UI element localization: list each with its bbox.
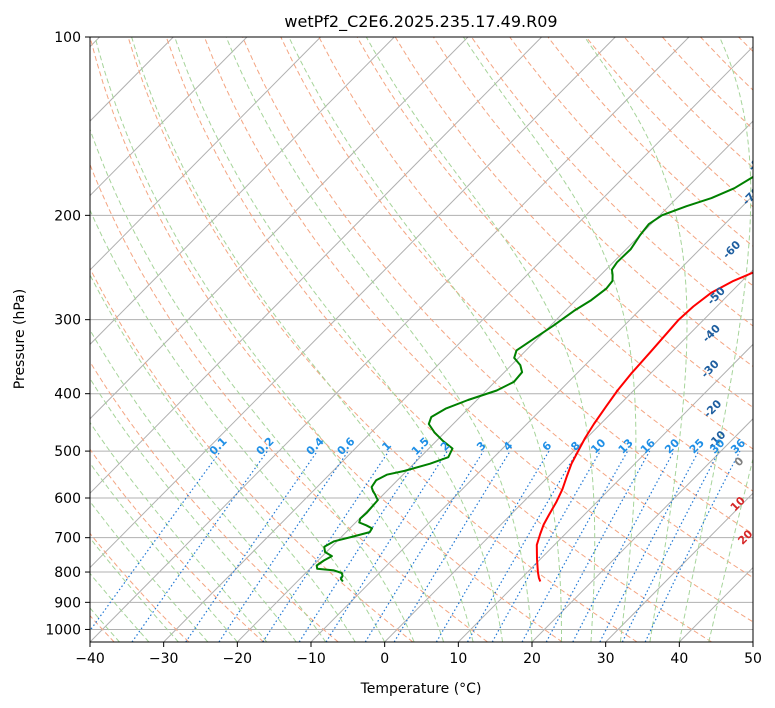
dry-adiabat-line (127, 37, 638, 642)
moist-adiabat-line (174, 37, 503, 642)
mixing-ratio-line (131, 450, 268, 642)
dry-adiabat-line (165, 37, 712, 642)
isotherm-line (457, 343, 753, 642)
moist-adiabat-line (90, 127, 415, 642)
moist-adiabat-line (90, 329, 327, 642)
isotherm-line (90, 37, 395, 346)
y-tick-label: 800 (54, 565, 81, 581)
chart-title: wetPf2_C2E6.2025.235.17.49.R09 (284, 12, 557, 32)
isotherm-grid (90, 37, 753, 642)
x-tick-label: −30 (149, 651, 179, 667)
dry-adiabats (90, 37, 753, 642)
isotherm-line (384, 269, 753, 642)
mixing-ratio-line (218, 450, 349, 642)
mixing-ratio-line (393, 450, 511, 642)
moist-adiabat-line (365, 37, 596, 642)
moist-adiabat-line (288, 37, 562, 642)
y-tick-label: 300 (54, 313, 81, 329)
dry-adiabat-line (318, 37, 753, 492)
x-axis-title: Temperature (°C) (360, 681, 482, 697)
y-tick-label: 700 (54, 531, 81, 547)
moist-adiabat-line (678, 37, 752, 642)
dry-adiabat-line (471, 37, 753, 327)
mixing-ratio-line (325, 450, 448, 642)
x-tick-label: −40 (75, 651, 105, 667)
mixing-ratio-line (262, 450, 390, 642)
x-tick-label: 30 (597, 651, 615, 667)
x-tick-label: −10 (296, 651, 326, 667)
x-tick-label: 0 (380, 651, 389, 667)
mixing-ratio-line (491, 450, 601, 642)
dry-adiabat-line (356, 37, 753, 450)
y-axis: 100 200 300 400 500 600 700 800 900 1000 (45, 30, 90, 638)
isotherm-line (90, 37, 469, 420)
isotherm-line (531, 418, 753, 642)
mixing-ratio-line (90, 450, 221, 632)
mixing-ratio-line (298, 450, 424, 642)
isotherm-line (90, 37, 248, 197)
y-tick-label: 1000 (45, 622, 81, 638)
y-axis-title: Pressure (hPa) (12, 289, 28, 389)
x-tick-label: 40 (670, 651, 688, 667)
moist-adiabat-line (94, 37, 445, 642)
y-tick-label: 400 (54, 387, 81, 403)
x-tick-label: 10 (449, 651, 467, 667)
temperature-profile-line (535, 271, 753, 582)
dry-adiabat-line (90, 532, 190, 642)
moist-adiabat-line (90, 208, 386, 642)
moist-adiabats (90, 37, 753, 642)
plot-frame (89, 36, 754, 643)
dry-adiabat-label: -80 (746, 150, 769, 173)
mixing-ratio-line (545, 450, 651, 642)
mixing-ratio-line (521, 450, 629, 642)
dry-adiabat-line (432, 37, 753, 368)
dry-adiabat-line (90, 448, 264, 642)
moist-adiabat-line (462, 37, 637, 642)
moist-adiabat-line (90, 273, 356, 642)
isotherm-line (90, 37, 542, 494)
y-tick-label: 200 (54, 208, 81, 224)
mixing-ratio-lines (90, 450, 741, 642)
mixing-ratio-line (621, 450, 720, 642)
isotherm-line (163, 46, 753, 642)
mixing-ratio-line (185, 450, 318, 642)
moist-adiabat-line (90, 537, 179, 642)
y-tick-label: 500 (54, 444, 81, 460)
moist-adiabat-line (90, 421, 268, 642)
y-tick-label: 600 (54, 491, 81, 507)
moist-adiabat-line (90, 462, 238, 642)
isotherm-line (90, 37, 321, 271)
profile-series (315, 175, 753, 583)
x-tick-label: 20 (523, 651, 541, 667)
moist-adiabat-line (584, 37, 688, 642)
x-tick-label: −20 (223, 651, 253, 667)
moist-adiabat-line (708, 456, 753, 642)
y-tick-label: 100 (54, 30, 81, 46)
mixing-ratio-line (572, 450, 675, 642)
isobar-grid (90, 37, 753, 630)
dewpoint-profile-line (315, 175, 753, 583)
x-axis: −40 −30 −20 −10 0 10 20 30 40 50 (75, 642, 762, 667)
mixing-ratio-line (364, 450, 485, 642)
x-tick-label: 50 (744, 651, 762, 667)
dry-adiabat-line (280, 37, 753, 535)
dry-adiabat-line (90, 267, 414, 642)
isotherm-line (90, 37, 616, 569)
moist-adiabat-line (90, 377, 297, 642)
dry-adiabat-line (203, 37, 753, 623)
isotherm-line (605, 492, 753, 642)
y-tick-label: 900 (54, 595, 81, 611)
isotherm-line (90, 37, 690, 642)
mixing-ratio-line (644, 450, 741, 642)
moist-adiabat-line (225, 37, 533, 642)
moist-adiabat-line (131, 37, 474, 642)
dry-adiabat-line (90, 163, 488, 642)
